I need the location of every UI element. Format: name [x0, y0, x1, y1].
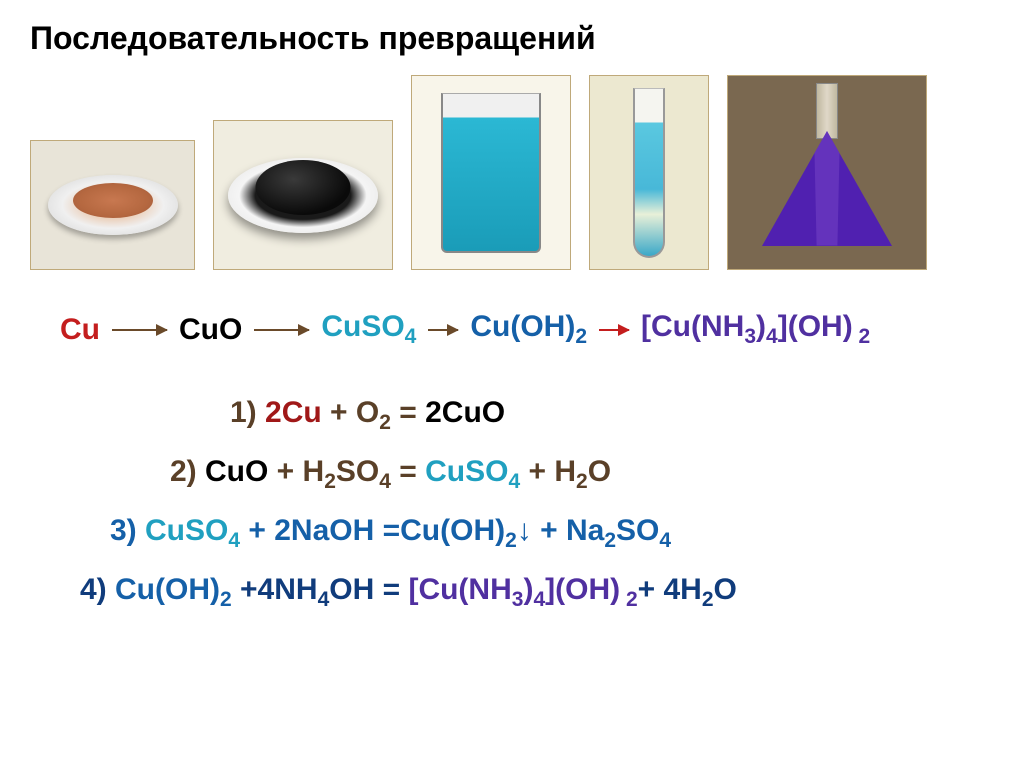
chain-complex: [Cu(NH3)4](OH) 2 [641, 310, 870, 349]
equation-2: 2) CuO + H2SO4 = CuSO4 + H2O [170, 443, 994, 502]
slide-title: Последовательность превращений [30, 20, 994, 57]
chain-cuo: CuO [179, 313, 242, 347]
copper-powder-image [30, 140, 195, 270]
arrow-icon [428, 329, 458, 331]
chain-cuoh2: Cu(OH)2 [470, 310, 587, 349]
cuso4-beaker-image [411, 75, 571, 270]
arrow-icon [254, 329, 309, 331]
images-row [30, 75, 994, 270]
equations-block: 1) 2Cu + O2 = 2CuO 2) CuO + H2SO4 = CuSO… [170, 384, 994, 620]
equation-4: 4) Cu(OH)2 +4NH4OH = [Cu(NH3)4](OH) 2+ 4… [80, 561, 994, 620]
cuoh2-tube-image [589, 75, 709, 270]
transformation-chain: Cu CuO CuSO4 Cu(OH)2 [Cu(NH3)4](OH) 2 [60, 310, 994, 349]
arrow-icon [112, 329, 167, 331]
arrow-icon [599, 329, 629, 331]
equation-3: 3) CuSO4 + 2NaOH =Cu(OH)2↓ + Na2SO4 [110, 502, 994, 561]
chain-cuso4: CuSO4 [321, 310, 416, 349]
equation-1: 1) 2Cu + O2 = 2CuO [230, 384, 994, 443]
complex-flask-image [727, 75, 927, 270]
cuo-powder-image [213, 120, 393, 270]
chain-cu: Cu [60, 313, 100, 347]
